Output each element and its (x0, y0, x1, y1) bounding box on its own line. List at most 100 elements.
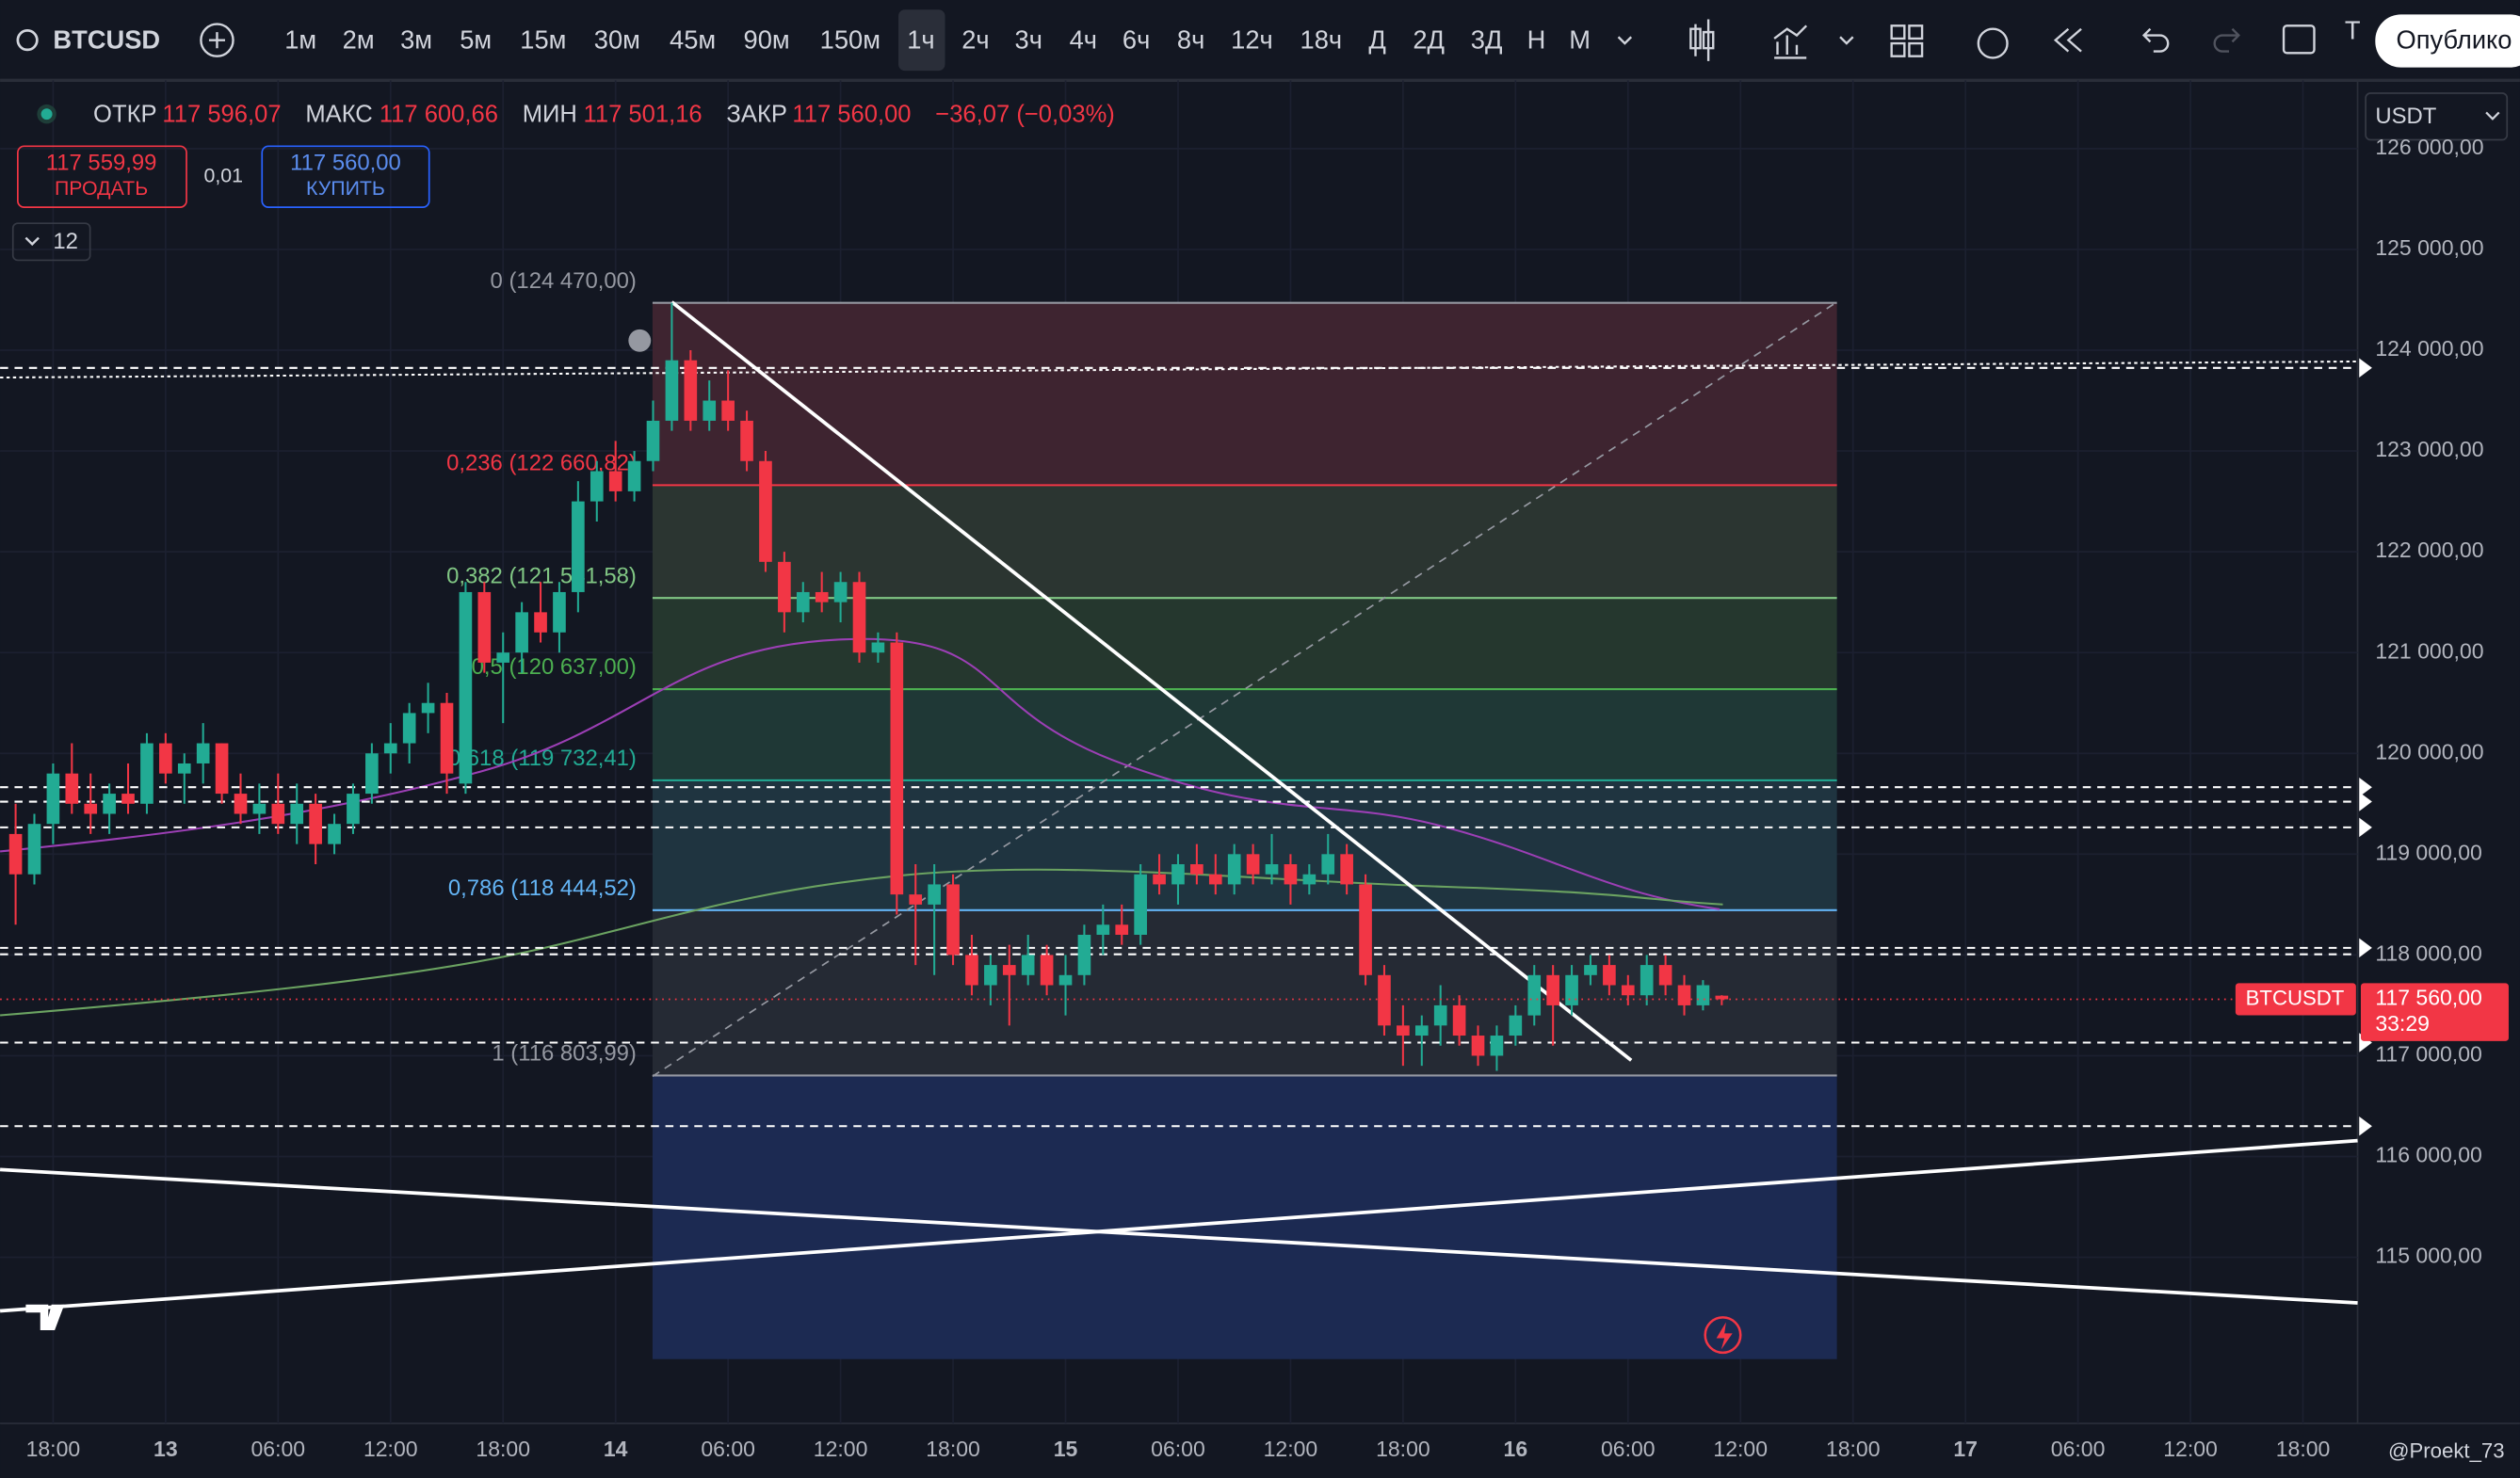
buy-price[interactable]: 117 560,00 (290, 150, 401, 175)
candle-body (928, 884, 941, 905)
fib-trend (652, 301, 1838, 1078)
interval[interactable]: 4ч (1070, 25, 1097, 55)
interval[interactable]: 5м (460, 25, 492, 55)
redo[interactable] (2213, 27, 2240, 53)
interval[interactable]: 3м (400, 25, 432, 55)
candle-body (383, 743, 397, 754)
fib-label: 0,618 (119 732,41) (448, 746, 637, 771)
candle-body (909, 894, 923, 905)
interval[interactable]: 2м (343, 25, 375, 55)
fib-zone (652, 689, 1837, 780)
price-tag (2360, 983, 2509, 1041)
h-line (0, 360, 2358, 379)
publish-label[interactable]: Опублико (2397, 25, 2512, 55)
dropdown[interactable] (1839, 36, 1854, 45)
legend-label: МИН (523, 102, 577, 128)
candle-body (833, 582, 848, 602)
candle-body (590, 471, 604, 502)
symbol[interactable]: BTCUSD (53, 25, 160, 55)
currency-select[interactable] (2365, 92, 2509, 141)
interval[interactable]: 12ч (1231, 25, 1273, 55)
sell-label[interactable]: ПРОДАТЬ (55, 177, 148, 200)
interval[interactable]: 45м (670, 25, 716, 55)
fib-label: 0,5 (120 637,00) (472, 654, 637, 680)
fullscreen[interactable] (2282, 24, 2316, 55)
interval[interactable]: 1ч (907, 25, 934, 55)
candle-body (1509, 1015, 1523, 1036)
candle-type[interactable] (1689, 19, 1715, 61)
arrow (2359, 777, 2372, 1136)
interval[interactable]: 2Д (1413, 25, 1445, 55)
candle-body (252, 803, 267, 814)
dropdown[interactable] (1617, 36, 1633, 45)
candle-body (402, 713, 416, 744)
watermark: @Proekt_73 (2388, 1439, 2505, 1463)
interval[interactable]: 1м (284, 25, 316, 55)
interval[interactable]: 15м (520, 25, 566, 55)
legend-label: МАКС (305, 102, 372, 128)
y-tick-label: 125 000,00 (2375, 235, 2483, 260)
buy-label[interactable]: КУПИТЬ (306, 177, 385, 200)
candle-body (1246, 854, 1260, 875)
candle-body (890, 642, 904, 895)
candle-body (1490, 1036, 1504, 1056)
toolbar-icons (1617, 19, 2316, 61)
y-tick-label: 120 000,00 (2375, 739, 2483, 763)
candle-body (627, 460, 641, 491)
line-arrows (2359, 358, 2372, 1136)
candles (8, 302, 1729, 1071)
sell-button[interactable] (17, 145, 187, 208)
legend-change: −36,07 (−0,03%) (935, 102, 1115, 128)
y-tick-label: 126 000,00 (2375, 135, 2483, 159)
status-dot-inner (40, 108, 53, 120)
indicators-count[interactable]: 12 (53, 229, 78, 254)
undo[interactable] (2141, 27, 2170, 53)
interval[interactable]: Д (1368, 25, 1386, 55)
currency[interactable]: USDT (2375, 104, 2436, 129)
alert[interactable] (1977, 27, 2009, 59)
candle-body (196, 743, 210, 763)
candle-body (740, 420, 753, 461)
interval[interactable]: 8ч (1177, 25, 1204, 55)
interval[interactable]: 150м (820, 25, 880, 55)
candle-body (1171, 864, 1185, 885)
interval[interactable]: 90м (744, 25, 790, 55)
fib-label: 0,236 (122 660,82) (446, 451, 637, 476)
layouts[interactable] (1890, 24, 1924, 57)
candle-body (1603, 965, 1616, 986)
candle-body (459, 591, 473, 784)
legend-label: ЗАКР (726, 102, 786, 128)
interval[interactable]: Н (1527, 25, 1546, 55)
fib-zone (652, 909, 1837, 1076)
interval[interactable]: М (1569, 25, 1591, 55)
publish-button[interactable] (2375, 14, 2520, 68)
candle-body (271, 803, 285, 825)
candle-body (309, 803, 322, 844)
interval[interactable]: 6ч (1123, 25, 1150, 55)
trend-line (670, 300, 1633, 1062)
buy-button[interactable] (261, 145, 430, 208)
candle-body (778, 561, 791, 613)
interval[interactable]: 2ч (961, 25, 989, 55)
replay[interactable] (2053, 27, 2082, 53)
search-icon[interactable] (16, 29, 39, 52)
interval[interactable]: 3ч (1015, 25, 1042, 55)
interval[interactable]: 30м (594, 25, 640, 55)
event-icon[interactable] (1704, 1316, 1742, 1355)
interval[interactable]: 18ч (1300, 25, 1343, 55)
interval[interactable]: 3Д (1471, 25, 1503, 55)
x-tick-label: 17 (1953, 1437, 1978, 1461)
indicators-toggle[interactable] (11, 222, 91, 262)
candle-body (572, 501, 585, 592)
candle-body (177, 763, 191, 774)
drawings (0, 300, 2372, 1313)
legend-value: 117 596,07 (162, 102, 281, 128)
candle-body (534, 612, 547, 633)
candle-body (234, 794, 248, 814)
x-tick-label: 15 (1054, 1437, 1078, 1461)
add-symbol[interactable] (200, 23, 234, 57)
indicators[interactable] (1773, 24, 1808, 59)
alert-icon (628, 329, 652, 352)
sell-price[interactable]: 117 559,99 (46, 150, 157, 175)
